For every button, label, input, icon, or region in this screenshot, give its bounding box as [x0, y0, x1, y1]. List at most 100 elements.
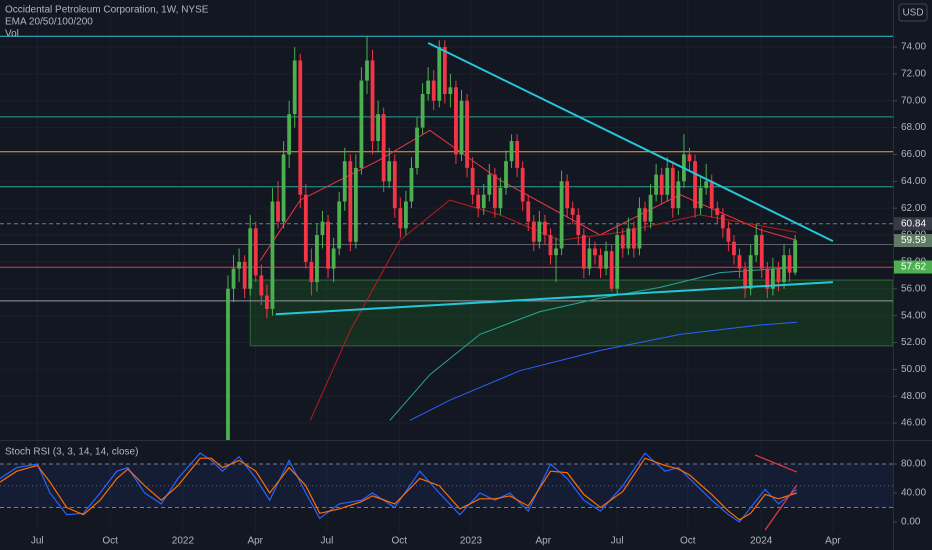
candle-body [248, 228, 253, 289]
candle-body [598, 255, 603, 269]
y-tick-label: 46.00 [901, 418, 926, 429]
candle-body [576, 214, 581, 236]
candle-body [720, 214, 725, 229]
candle-body [759, 235, 764, 269]
y-tick-label: 80.00 [901, 459, 926, 470]
candle-body [315, 235, 319, 283]
y-tick-label: 74.00 [901, 42, 926, 53]
candle-body [520, 167, 525, 202]
candle-body [509, 141, 514, 162]
candle-body [270, 201, 275, 309]
candle-body [331, 248, 336, 269]
x-tick-label: Jul [31, 536, 44, 547]
candle-body [581, 235, 586, 269]
candle-body [770, 268, 775, 289]
candle-body [292, 60, 297, 115]
candle-body [242, 261, 247, 289]
candle-body [737, 255, 742, 269]
candle-body [543, 221, 547, 236]
x-tick-label: Oct [102, 536, 118, 547]
candle-body [698, 188, 703, 209]
candle-body [426, 80, 431, 95]
candle-body [454, 87, 458, 155]
trendline [764, 484, 798, 531]
x-tick-label: Jul [611, 536, 624, 547]
candle-body [237, 261, 241, 269]
candle-body [537, 221, 542, 242]
candle-body [404, 201, 408, 229]
candle-body [554, 248, 558, 256]
currency: USD [902, 8, 923, 19]
candle-body [670, 167, 675, 209]
candle-body [326, 221, 330, 269]
x-tick-label: Jul [321, 536, 334, 547]
candle-body [693, 161, 697, 209]
y-tick-label: 48.00 [901, 391, 926, 402]
candle-body [531, 221, 536, 242]
x-tick-label: 2024 [750, 536, 773, 547]
candle-body [264, 295, 269, 309]
ema-line [259, 129, 797, 261]
stoch-line [0, 457, 797, 521]
candle-body [570, 208, 575, 215]
candle-body [492, 174, 497, 209]
ema-line [409, 321, 797, 421]
y-tick-label: 50.00 [901, 364, 926, 375]
candle-body [709, 181, 714, 209]
candle-body [392, 161, 397, 209]
candle-body [515, 141, 520, 168]
candle-body [415, 127, 419, 168]
candle-body [654, 174, 659, 195]
candle-body [665, 167, 670, 195]
price-label: 59.59 [901, 235, 926, 246]
candle-body [437, 47, 442, 101]
candle-body [376, 114, 381, 142]
candle-body [604, 251, 608, 269]
candle-body [620, 235, 625, 249]
candle-body [470, 167, 475, 195]
candle-body [476, 194, 481, 209]
zone [249, 279, 893, 347]
x-tick-label: 2023 [460, 536, 483, 547]
candle-body [353, 167, 358, 242]
candle-body [626, 228, 631, 249]
candle-body [615, 235, 620, 289]
candle-body [387, 161, 392, 182]
candle-body [465, 100, 469, 168]
candle-body [715, 208, 720, 215]
candle-body [303, 194, 308, 262]
x-tick-label: Oct [680, 536, 696, 547]
candle-body [459, 100, 464, 155]
candle-body [442, 47, 447, 95]
trendline [275, 281, 833, 316]
candle-body [687, 154, 692, 162]
x-tick-label: Apr [825, 536, 841, 547]
currency-box[interactable] [898, 3, 928, 22]
candle-body [337, 201, 342, 249]
candle-body [704, 181, 709, 189]
x-tick-label: Oct [391, 536, 407, 547]
candle-body [431, 80, 436, 101]
x-tick-label: 2022 [172, 536, 195, 547]
candle-body [226, 288, 230, 440]
y-tick-label: 68.00 [901, 122, 926, 133]
candle-body [253, 228, 258, 276]
y-tick-label: 64.00 [901, 176, 926, 187]
candle-body [593, 248, 597, 256]
ema-line [309, 199, 797, 421]
candle-body [609, 251, 614, 289]
candle-body [659, 174, 664, 195]
y-tick-label: 0.00 [901, 517, 921, 528]
candle-body [748, 255, 753, 289]
candle-body [498, 188, 503, 209]
candle-body [648, 194, 653, 222]
candle-body [348, 161, 353, 242]
candle-body [487, 174, 492, 195]
y-tick-label: 62.00 [901, 203, 926, 214]
candle-body [276, 201, 280, 222]
volume-label: Vol [5, 29, 19, 40]
candle-body [342, 161, 347, 202]
candle-body [676, 181, 681, 209]
y-tick-label: 54.00 [901, 310, 926, 321]
